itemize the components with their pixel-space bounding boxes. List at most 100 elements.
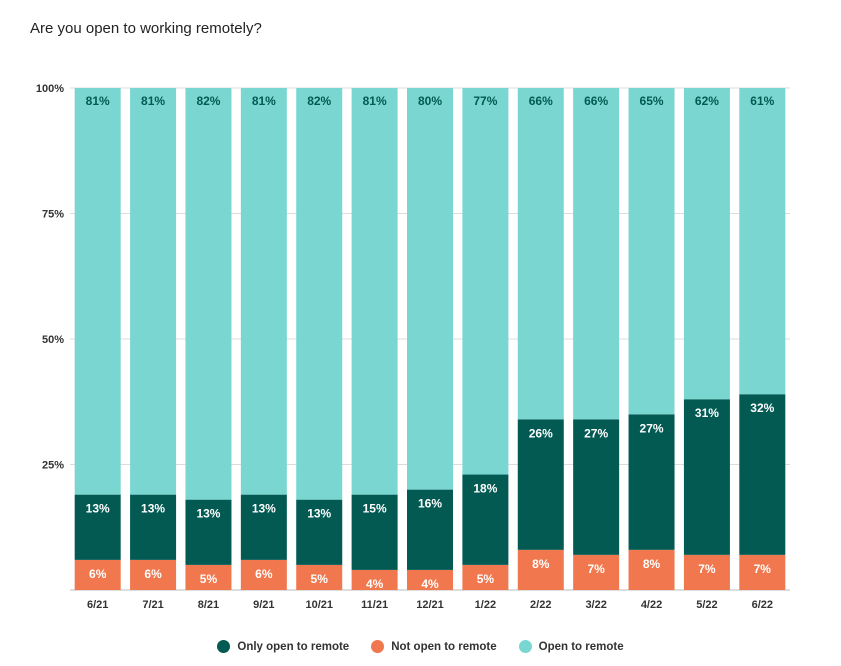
bar-data-label: 27% xyxy=(640,421,664,435)
bar-data-label: 6% xyxy=(255,567,273,581)
bar-data-label: 7% xyxy=(754,562,772,576)
bar-segment xyxy=(517,419,564,550)
bar-data-label: 61% xyxy=(750,94,774,108)
bar-data-label: 81% xyxy=(141,94,165,108)
x-tick-label: 9/21 xyxy=(253,599,274,611)
bar-data-label: 13% xyxy=(141,502,165,516)
x-tick-label: 1/22 xyxy=(475,599,496,611)
bar-segment xyxy=(296,499,343,565)
bar-segment xyxy=(407,88,453,490)
legend-label: Only open to remote xyxy=(237,640,350,653)
legend-label: Not open to remote xyxy=(391,640,497,653)
y-axis: 100% 75% 50% 25% xyxy=(36,83,64,472)
legend-item: Not open to remote xyxy=(371,640,497,653)
bar-segment xyxy=(130,88,177,495)
bar-segment xyxy=(130,559,177,590)
bar-segment xyxy=(739,88,786,395)
bar-data-label: 80% xyxy=(418,94,442,108)
bar-segment xyxy=(351,494,398,570)
x-tick-label: 11/21 xyxy=(361,599,388,611)
bar-data-label: 82% xyxy=(307,94,331,108)
bar-segment xyxy=(185,564,232,590)
bar-data-label: 81% xyxy=(363,94,387,108)
bar-data-label: 7% xyxy=(587,562,605,576)
y-tick-label: 75% xyxy=(42,209,64,221)
bar-segment xyxy=(462,88,509,475)
x-tick-label: 12/21 xyxy=(416,599,444,611)
bar-data-label: 62% xyxy=(695,94,719,108)
bar-segment xyxy=(296,564,343,590)
y-tick-label: 25% xyxy=(42,460,64,472)
bar-data-label: 66% xyxy=(584,94,608,108)
bar-data-label: 8% xyxy=(643,557,661,571)
bar-segment xyxy=(739,394,786,555)
bar-data-label: 13% xyxy=(86,502,110,516)
bar-segment xyxy=(573,88,620,420)
bar-segment xyxy=(351,88,398,495)
bar-segment xyxy=(628,88,675,415)
x-tick-label: 5/22 xyxy=(696,599,717,611)
x-tick-label: 8/21 xyxy=(198,599,219,611)
legend-swatch xyxy=(518,640,532,653)
y-tick-label: 100% xyxy=(36,83,64,95)
bar-data-label: 26% xyxy=(529,426,553,440)
x-tick-label: 6/22 xyxy=(752,599,773,611)
bar-segment xyxy=(462,474,509,565)
bar-segment xyxy=(462,564,509,590)
x-axis: 6/21 7/21 8/21 9/21 10/21 11/21 12/21 1/22 2/22 3… xyxy=(87,599,773,611)
bar-segment xyxy=(240,559,287,590)
bar-data-label: 82% xyxy=(196,94,220,108)
x-tick-label: 3/22 xyxy=(585,599,606,611)
x-tick-label: 10/21 xyxy=(305,599,333,611)
bar-data-label: 32% xyxy=(750,401,774,415)
bar-data-label: 31% xyxy=(695,406,719,420)
bar-data-label: 81% xyxy=(86,94,110,108)
legend-item: Open to remote xyxy=(518,640,624,653)
x-tick-label: 2/22 xyxy=(530,599,551,611)
bar-segment xyxy=(185,499,232,565)
bar-segment xyxy=(407,569,453,590)
bar-segment xyxy=(240,88,287,495)
bar-segment xyxy=(683,399,730,555)
bar-data-label: 13% xyxy=(307,507,331,521)
bar-data-label: 66% xyxy=(529,94,553,108)
bar-segment xyxy=(573,554,620,590)
legend: Only open to remote Not open to remote Ope… xyxy=(0,640,841,653)
bar-segment xyxy=(185,88,232,500)
bar-segment xyxy=(517,88,564,420)
bar-segment xyxy=(407,489,453,570)
x-tick-label: 6/21 xyxy=(87,599,108,611)
bar-data-label: 4% xyxy=(421,577,439,591)
bars: 6% 13% 81% 6% 13% 81% 5% 13% 82% 6% 13% 81% 5% 13% 82%… xyxy=(74,88,786,591)
bar-data-label: 27% xyxy=(584,426,608,440)
bar-data-label: 5% xyxy=(200,572,218,586)
bar-data-label: 16% xyxy=(418,497,442,511)
bar-segment xyxy=(573,419,620,555)
x-tick-label: 7/21 xyxy=(142,599,163,611)
chart-title: Are you open to working remotely? xyxy=(30,20,262,37)
bar-segment xyxy=(74,559,121,590)
y-tick-label: 50% xyxy=(42,334,64,346)
bar-data-label: 77% xyxy=(473,94,497,108)
bar-segment xyxy=(74,88,121,495)
bar-segment xyxy=(517,549,564,590)
bar-data-label: 15% xyxy=(363,502,387,516)
bar-segment xyxy=(739,554,786,590)
bar-segment xyxy=(351,569,398,590)
bar-data-label: 4% xyxy=(366,577,384,591)
bar-data-label: 5% xyxy=(311,572,329,586)
legend-swatch xyxy=(217,640,231,653)
bar-data-label: 6% xyxy=(89,567,107,581)
bar-segment xyxy=(628,414,675,550)
legend-label: Open to remote xyxy=(538,640,624,653)
bar-data-label: 5% xyxy=(477,572,495,586)
bar-data-label: 13% xyxy=(252,502,276,516)
bar-segment xyxy=(130,494,177,560)
legend-item: Only open to remote xyxy=(217,640,349,653)
bar-data-label: 13% xyxy=(196,507,220,521)
bar-segment xyxy=(74,494,121,560)
bar-data-label: 8% xyxy=(532,557,550,571)
legend-swatch xyxy=(371,640,385,653)
bar-data-label: 7% xyxy=(698,562,716,576)
